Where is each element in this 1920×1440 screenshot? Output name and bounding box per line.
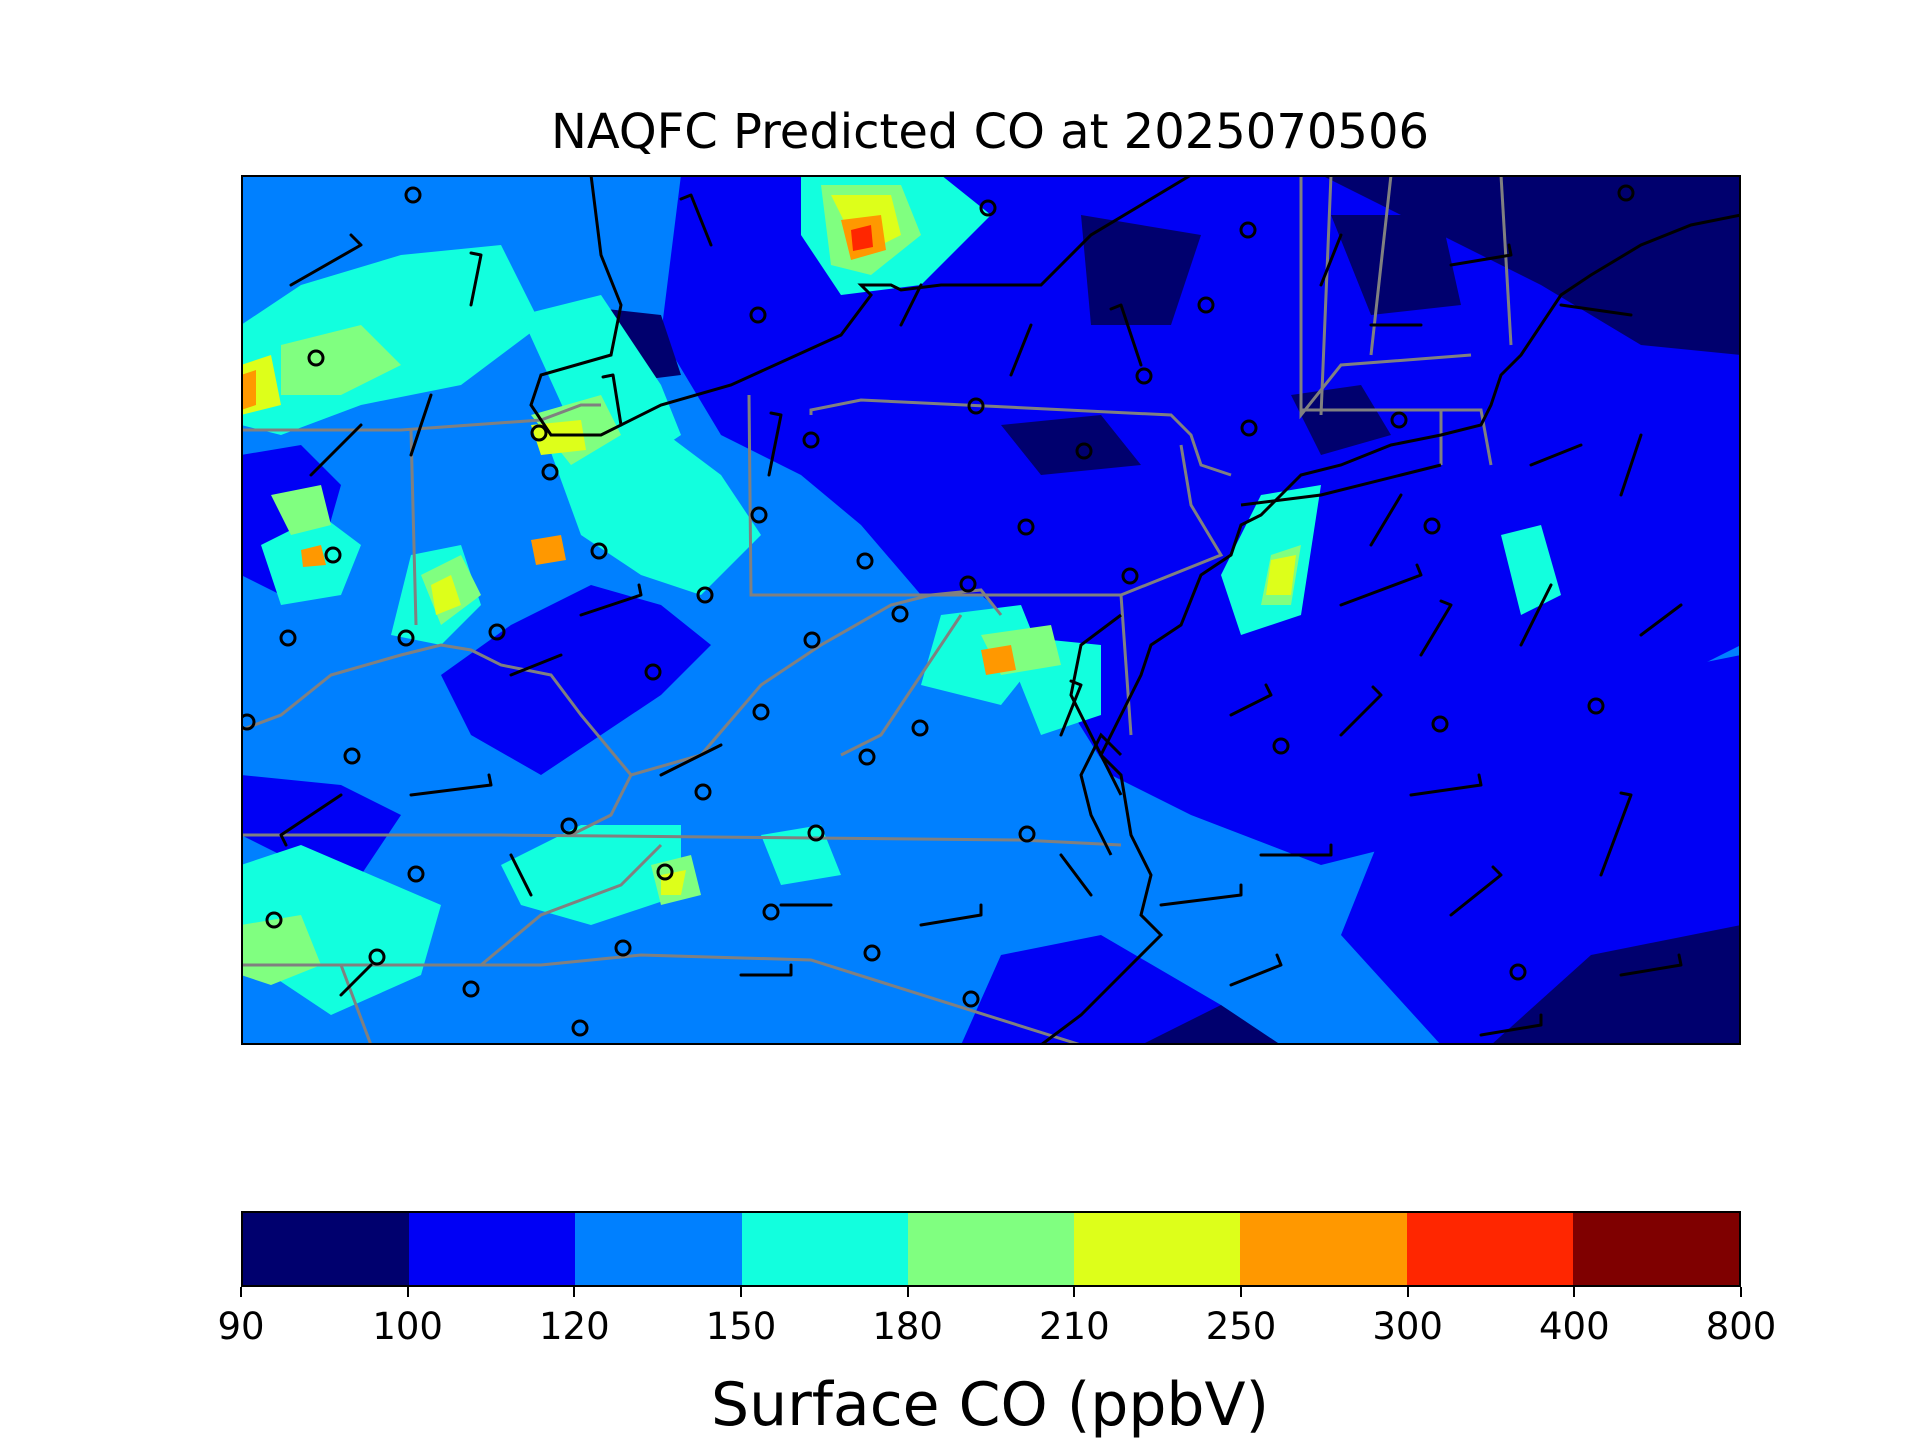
colorbar-tick-label: 100 [372,1305,443,1348]
colorbar-bin-7 [1406,1213,1573,1285]
colorbar-tick-label: 400 [1539,1305,1610,1348]
colorbar-tick-mark [240,1287,242,1297]
colorbar-bin-1 [409,1213,576,1285]
colorbar-tick-mark [1740,1287,1742,1297]
calm-wind-markers [241,184,1635,1037]
co-field-300-400 [851,225,873,251]
national-border [529,175,1192,437]
map-frame [241,175,1741,1045]
chart-title: NAQFC Predicted CO at 2025070506 [550,104,1430,160]
colorbar-bin-6 [1240,1213,1407,1285]
colorbar-tick-mark [406,1287,409,1297]
colorbar-tick-mark [1240,1287,1242,1297]
co-map [241,175,1741,1045]
colorbar-tick-mark [573,1287,576,1297]
colorbar-label: Surface CO (ppbV) [711,1370,1269,1440]
colorbar-tick-label: 120 [539,1305,610,1348]
colorbar-tick-mark [1573,1287,1576,1297]
colorbar-tick-label: 800 [1705,1305,1777,1348]
colorbar-bin-0 [243,1213,410,1285]
state-borders [241,175,1513,1045]
co-field-180-210 [241,185,1301,985]
colorbar-bin-3 [741,1213,908,1285]
colorbar-tick-mark [1406,1287,1409,1297]
colorbar-bin-5 [1074,1213,1241,1285]
colorbar-bin-2 [575,1213,742,1285]
colorbar-tick-label: 250 [1205,1305,1277,1348]
co-field-250-300 [241,215,1016,675]
colorbar [241,1211,1741,1287]
coastline [1040,213,1741,1045]
colorbar-tick-label: 300 [1372,1305,1443,1348]
colorbar-tick-label: 180 [872,1305,943,1348]
colorbar-tick-label: 150 [705,1305,777,1348]
co-field-90-100 [571,175,1741,1045]
colorbar-tick-label: 210 [1039,1305,1110,1348]
colorbar-tick-mark [906,1287,909,1297]
colorbar-tick-mark [740,1287,742,1297]
colorbar-bin-8 [1572,1213,1739,1285]
wind-barbs [279,193,1683,1037]
colorbar-tick-label: 90 [217,1305,265,1348]
colorbar-tick-mark [1073,1287,1076,1297]
colorbar-bin-4 [907,1213,1075,1285]
